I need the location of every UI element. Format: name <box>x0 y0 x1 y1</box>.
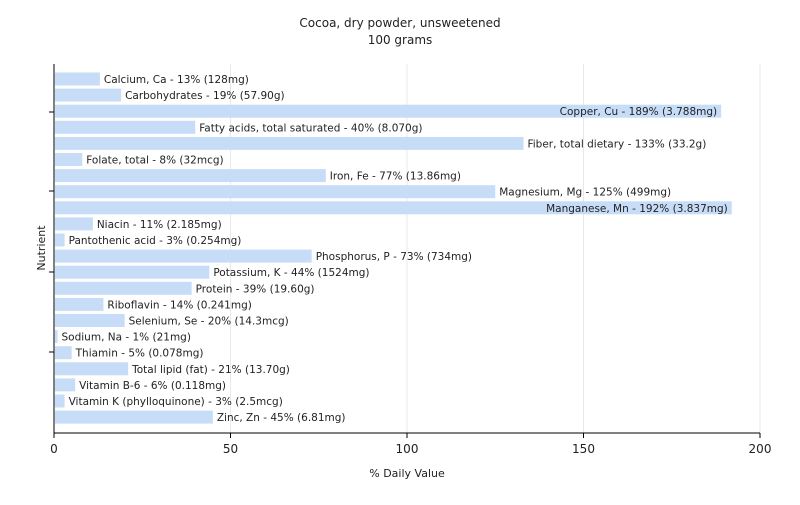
bar <box>55 297 104 311</box>
bar-label: Protein - 39% (19.60g) <box>196 283 315 295</box>
bar-label: Thiamin - 5% (0.078mg) <box>75 348 204 360</box>
x-tick-label: 100 <box>396 442 419 456</box>
grid-lines <box>230 64 761 433</box>
bar <box>55 249 312 263</box>
bar <box>55 410 213 424</box>
bar-label: Vitamin K (phylloquinone) - 3% (2.5mcg) <box>69 396 283 408</box>
y-axis-label: Nutrient <box>35 225 48 271</box>
bar-label: Vitamin B-6 - 6% (0.118mg) <box>79 380 226 392</box>
bar-label: Carbohydrates - 19% (57.90g) <box>125 90 285 102</box>
bar <box>55 136 524 150</box>
chart-subtitle: 100 grams <box>368 33 433 47</box>
chart-title: Cocoa, dry powder, unsweetened <box>299 16 500 30</box>
bar <box>55 394 65 408</box>
bar-labels-group: Calcium, Ca - 13% (128mg) Carbohydrates -… <box>62 74 728 424</box>
bar <box>55 153 83 166</box>
bar <box>55 217 93 231</box>
x-tick-label: 150 <box>572 442 595 456</box>
bar <box>55 281 192 295</box>
bar <box>55 330 58 344</box>
bar-label: Pantothenic acid - 3% (0.254mg) <box>69 235 242 247</box>
bar-label: Total lipid (fat) - 21% (13.70g) <box>131 364 290 376</box>
x-tick-label: 50 <box>223 442 238 456</box>
bar-label: Folate, total - 8% (32mcg) <box>86 155 223 167</box>
bar-label: Fatty acids, total saturated - 40% (8.07… <box>199 122 422 134</box>
bar <box>55 346 72 360</box>
bar-label: Zinc, Zn - 45% (6.81mg) <box>217 412 346 424</box>
bar-label: Sodium, Na - 1% (21mg) <box>62 332 191 344</box>
bar <box>55 265 210 279</box>
bar <box>55 88 122 102</box>
bar-label: Calcium, Ca - 13% (128mg) <box>104 74 249 86</box>
bar <box>55 201 732 215</box>
bar-label: Potassium, K - 44% (1524mg) <box>213 267 369 279</box>
y-ticks-group <box>49 111 54 353</box>
bar <box>55 185 496 199</box>
bar <box>55 233 65 247</box>
bar-label: Fiber, total dietary - 133% (33.2g) <box>527 138 706 150</box>
bar <box>55 362 129 376</box>
bar <box>55 378 76 392</box>
bar <box>55 314 125 327</box>
x-tick-label: 0 <box>50 442 58 456</box>
x-axis-label: % Daily Value <box>369 467 445 480</box>
bar-label: Iron, Fe - 77% (13.86mg) <box>330 171 461 183</box>
bar-label: Selenium, Se - 20% (14.3mcg) <box>129 316 289 328</box>
bar <box>55 72 100 86</box>
x-tick-label: 200 <box>749 442 772 456</box>
bar-label: Riboflavin - 14% (0.241mg) <box>107 299 251 311</box>
bar-label: Copper, Cu - 189% (3.788mg) <box>560 106 718 118</box>
bar <box>55 120 196 134</box>
bar-label: Phosphorus, P - 73% (734mg) <box>316 251 472 263</box>
bar <box>55 104 722 118</box>
bar-label: Niacin - 11% (2.185mg) <box>97 219 222 231</box>
bars-group <box>55 72 732 424</box>
bar-label: Magnesium, Mg - 125% (499mg) <box>499 187 671 199</box>
bar-label: Manganese, Mn - 192% (3.837mg) <box>546 203 728 215</box>
bar <box>55 169 326 183</box>
x-ticks-group: 0 50 100 150 200 <box>50 433 771 456</box>
